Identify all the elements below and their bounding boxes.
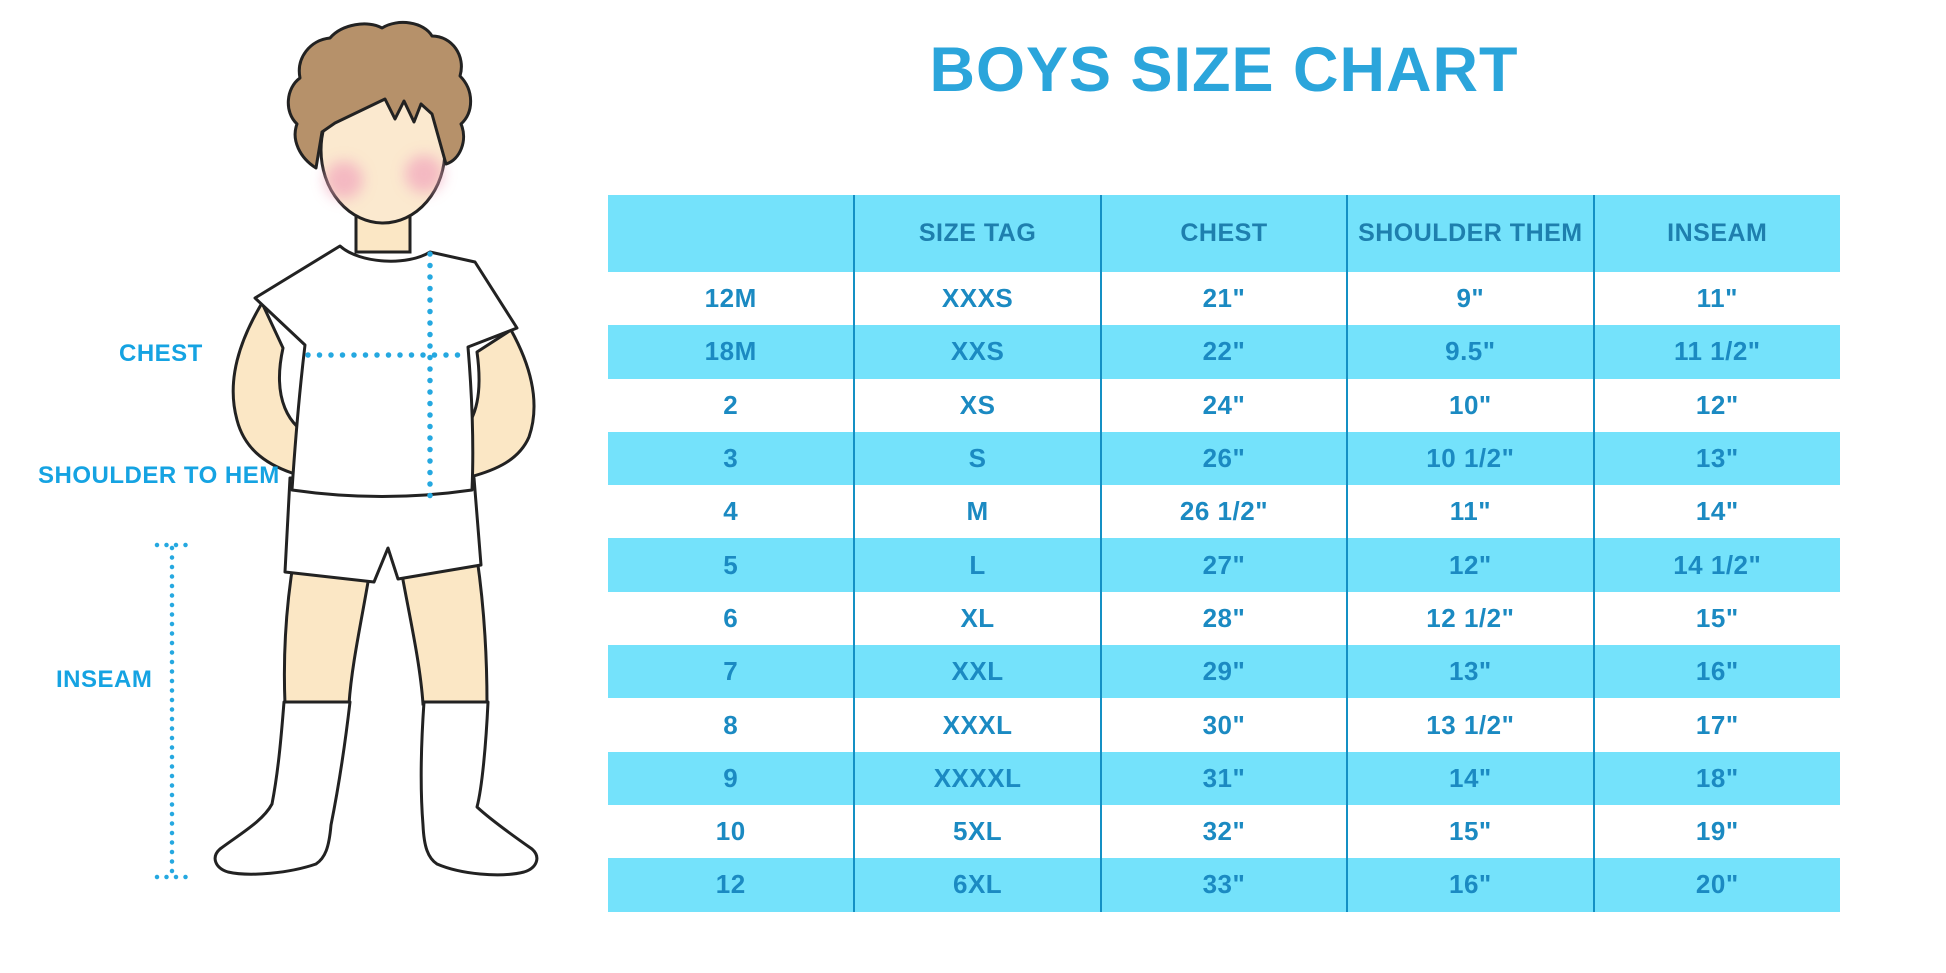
table-row: 4 M 26 1/2" 11" 14" [608, 485, 1840, 539]
table-cell: 11" [1696, 283, 1738, 314]
column-header: INSEAM [1593, 195, 1840, 272]
table-cell: 32" [1100, 804, 1349, 859]
boy-right-knee [397, 556, 489, 706]
boy-shirt [253, 244, 519, 498]
table-cell: XXXS [854, 272, 1102, 326]
table-cell: 21" [1100, 272, 1349, 326]
size-chart-table: SIZE TAG CHEST SHOULDER THEM INSEAM 12M XXXS… [608, 195, 1840, 912]
table-cell: 9.5" [1347, 325, 1595, 379]
table-cell: XXXL [854, 698, 1102, 752]
table-cell: 7 [608, 645, 856, 699]
table-cell: 10 [608, 804, 856, 859]
table-row: 10 5XL 32" 15" 19" [608, 804, 1840, 859]
table-cell: 30" [1100, 698, 1349, 752]
table-cell: 28" [1100, 591, 1349, 646]
table-cell: 26 1/2" [1100, 485, 1349, 539]
table-row: 9 XXXXL 31" 14" 18" [608, 751, 1840, 805]
table-cell: S [854, 431, 1102, 486]
boy-hair [286, 20, 473, 170]
table-cell: 6XL [854, 858, 1102, 912]
table-cell: 12M [608, 272, 856, 326]
table-cell: 16" [1593, 645, 1840, 699]
table-cell: 8 [608, 698, 856, 752]
chest-label: CHEST [119, 340, 203, 367]
boy-socks [213, 700, 539, 877]
table-cell: XS [854, 378, 1102, 432]
column-header: CHEST [1100, 195, 1349, 272]
table-cell: 14 1/2" [1593, 538, 1840, 592]
table-row: 2 XS 24" 10" 12" [608, 378, 1840, 432]
table-cell: 18M [608, 325, 856, 379]
table-cell: 9 [608, 751, 856, 805]
table-row: 12M XXXS 21" 9" 11" [608, 272, 1840, 326]
table-cell: 17" [1695, 709, 1739, 740]
table-cell: 4 [608, 485, 856, 539]
table-cell: 11 1/2" [1593, 325, 1840, 379]
table-cell: 18" [1593, 751, 1840, 805]
table-cell: XXL [854, 645, 1102, 699]
shoulder-to-hem-label: SHOULDER TO HEM [38, 462, 280, 489]
table-cell: 13 1/2" [1347, 698, 1595, 752]
table-cell: 13" [1593, 431, 1840, 486]
table-row: 3 S 26" 10 1/2" 13" [608, 431, 1840, 486]
table-cell: 6 [608, 591, 856, 646]
boy-head [286, 20, 473, 225]
table-cell: XXS [854, 325, 1102, 379]
table-row: 12 6XL 33" 16" 20" [608, 858, 1840, 912]
table-cell: 22" [1100, 325, 1349, 379]
column-header: SHOULDER THEM [1347, 195, 1595, 272]
table-cell: 14" [1347, 751, 1595, 805]
boy-left-sock [213, 700, 352, 876]
table-header-row: SIZE TAG CHEST SHOULDER THEM INSEAM [608, 195, 1840, 272]
table-cell: 15" [1695, 602, 1739, 633]
table-cell: 3 [608, 431, 856, 486]
table-cell: 10 1/2" [1347, 431, 1595, 486]
table-cell: 12 [608, 858, 856, 912]
boy-illustration [154, 20, 539, 880]
table-row: 6 XL 28" 12 1/2" 15" [608, 591, 1840, 646]
table-row: 5 L 27" 12" 14 1/2" [608, 538, 1840, 592]
table-cell: XL [854, 591, 1102, 646]
table-cell: 20" [1593, 858, 1840, 912]
table-cell: 24" [1100, 378, 1349, 432]
table-cell: 31" [1100, 751, 1349, 805]
table-cell: 13" [1347, 645, 1595, 699]
page-title: BOYS SIZE CHART [929, 35, 1519, 105]
boy-right-sock [419, 700, 539, 877]
table-cell: L [854, 538, 1102, 592]
column-header [608, 195, 856, 272]
table-cell: 10" [1347, 378, 1595, 432]
table-cell: 16" [1347, 858, 1595, 912]
table-cell: 19" [1695, 816, 1739, 847]
table-cell: 15" [1347, 804, 1595, 859]
table-cell: 12" [1695, 389, 1739, 420]
table-row: 18M XXS 22" 9.5" 11 1/2" [608, 325, 1840, 379]
inseam-label: INSEAM [56, 666, 153, 693]
table-cell: 12 1/2" [1347, 591, 1595, 646]
table-cell: 5 [608, 538, 856, 592]
table-row: 7 XXL 29" 13" 16" [608, 645, 1840, 699]
table-body: 12M XXXS 21" 9" 11" 18M XXS 22" 9.5" 11 1/2" 2 XS 24… [608, 272, 1840, 912]
boy-left-cheek [325, 161, 363, 199]
table-cell: 27" [1100, 538, 1349, 592]
boy-legs [282, 556, 489, 706]
table-cell: M [854, 485, 1102, 539]
table-cell: 12" [1347, 538, 1595, 592]
measurement-lines [154, 251, 465, 880]
table-cell: 11" [1347, 485, 1595, 539]
table-row: 8 XXXL 30" 13 1/2" 17" [608, 698, 1840, 752]
boy-shorts [283, 476, 483, 584]
table-cell: 14" [1695, 496, 1739, 527]
table-cell: 33" [1100, 858, 1349, 912]
table-cell: 5XL [854, 804, 1102, 859]
table-cell: XXXXL [854, 751, 1102, 805]
boy-right-cheek [405, 155, 443, 193]
table-header: SIZE TAG CHEST SHOULDER THEM INSEAM [608, 195, 1840, 272]
column-header: SIZE TAG [854, 195, 1102, 272]
table-cell: 2 [608, 378, 856, 432]
table-cell: 29" [1100, 645, 1349, 699]
table-cell: 9" [1347, 272, 1595, 326]
table-cell: 26" [1100, 431, 1349, 486]
